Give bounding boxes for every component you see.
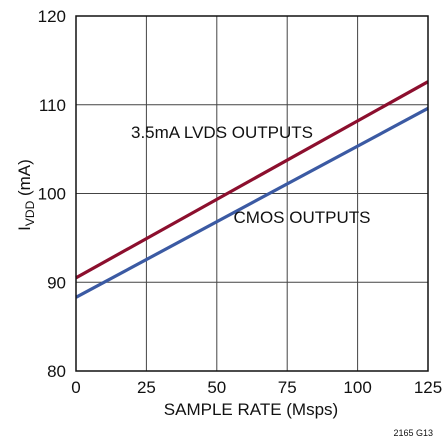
x-tick-label: 0 [71, 378, 80, 397]
series-line-cmos [75, 106, 429, 299]
plot-frame [75, 15, 429, 372]
x-tick-label: 75 [278, 378, 297, 397]
y-tick-label: 80 [47, 362, 66, 381]
y-axis-title: IVDD (mA) [15, 159, 37, 231]
y-axis-title-unit: (mA) [15, 159, 34, 201]
y-tick-labels: 80 90 100 110 120 [38, 7, 66, 381]
grid [76, 16, 428, 371]
x-tick-labels: 0 25 50 75 100 125 [71, 378, 442, 397]
series-lines [75, 80, 429, 299]
series-label-cmos: CMOS OUTPUTS [234, 208, 371, 227]
series-label-lvds: 3.5mA LVDS OUTPUTS [131, 123, 313, 142]
x-axis-title: SAMPLE RATE (Msps) [164, 400, 338, 419]
figure-id: 2165 G13 [393, 428, 433, 438]
y-axis-title-sub: VDD [23, 200, 37, 226]
x-tick-label: 50 [207, 378, 226, 397]
x-tick-label: 125 [414, 378, 442, 397]
y-tick-label: 100 [38, 185, 66, 204]
y-tick-label: 120 [38, 7, 66, 26]
series-line-lvds [75, 80, 429, 280]
y-axis-title-main: I [15, 226, 34, 231]
x-tick-label: 25 [137, 378, 156, 397]
y-tick-label: 90 [47, 273, 66, 292]
y-tick-label: 110 [39, 96, 66, 115]
x-tick-label: 100 [343, 378, 371, 397]
